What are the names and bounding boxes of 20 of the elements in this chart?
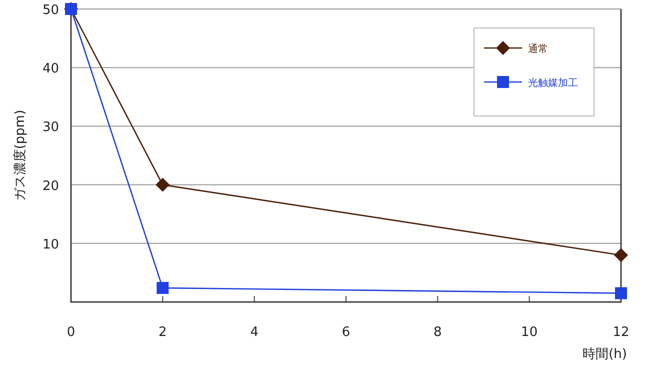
y-tick-label: 20 xyxy=(42,178,59,194)
x-tick-label: 10 xyxy=(521,325,538,340)
y-axis-title: ガス濃度(ppm) xyxy=(12,110,28,202)
legend-label: 光触媒加工 xyxy=(528,77,578,89)
y-tick-label: 10 xyxy=(42,237,59,252)
point xyxy=(156,178,170,192)
x-tick-label: 4 xyxy=(250,325,258,340)
x-axis-title: 時間(h) xyxy=(582,347,627,362)
y-tick-label: 50 xyxy=(42,3,59,18)
x-tick-label: 2 xyxy=(158,325,167,340)
y-tick-label: 40 xyxy=(42,62,59,77)
x-tick-label: 12 xyxy=(612,325,630,340)
point xyxy=(615,287,627,300)
x-tick-label: 6 xyxy=(342,325,350,340)
point xyxy=(614,248,628,262)
x-tick-label: 8 xyxy=(434,325,442,340)
point xyxy=(156,282,169,294)
x-tick-label: 0 xyxy=(66,325,76,340)
y-tick-label: 30 xyxy=(42,120,59,136)
legend-label: 通常 xyxy=(528,43,548,55)
